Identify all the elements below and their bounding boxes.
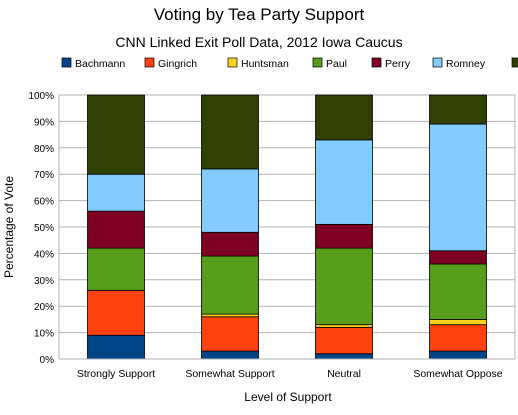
bars bbox=[87, 94, 487, 360]
bar-perry-neutral bbox=[315, 223, 373, 249]
legend-label-bachmann: Bachmann bbox=[75, 58, 125, 70]
bar-bachmann-somewhat-support bbox=[201, 350, 259, 360]
bar-perry-somewhat-oppose bbox=[429, 250, 487, 265]
x-axis: Strongly Support Somewhat Support Neutral S… bbox=[59, 358, 515, 380]
legend: BachmannGingrichHuntsmanPaulPerryRomneyS… bbox=[61, 57, 518, 70]
legend-swatch-perry bbox=[371, 57, 382, 68]
chart-subtitle: CNN Linked Exit Poll Data, 2012 Iowa Cau… bbox=[115, 34, 402, 50]
y-tick-label: 90% bbox=[34, 117, 54, 128]
bar-huntsman-somewhat-oppose bbox=[429, 318, 487, 326]
bar-romney-strongly-support bbox=[87, 173, 145, 212]
x-tick-label: Somewhat Oppose bbox=[413, 368, 502, 380]
bar-santorum-neutral bbox=[315, 94, 373, 141]
bar-gingrich-somewhat-oppose bbox=[429, 324, 487, 352]
legend-label-romney: Romney bbox=[446, 58, 486, 70]
x-tick-label: Strongly Support bbox=[77, 368, 155, 380]
bar-paul-neutral bbox=[315, 247, 373, 326]
x-tick-label: Neutral bbox=[327, 368, 361, 380]
legend-label-paul: Paul bbox=[326, 58, 347, 70]
y-tick-label: 40% bbox=[34, 249, 54, 260]
bar-bachmann-somewhat-oppose bbox=[429, 350, 487, 360]
y-tick-label: 10% bbox=[34, 329, 54, 340]
bar-perry-somewhat-support bbox=[201, 231, 259, 257]
chart-title: Voting by Tea Party Support bbox=[154, 5, 365, 24]
y-tick-label: 0% bbox=[40, 355, 55, 366]
bar-romney-neutral bbox=[315, 139, 373, 225]
y-tick-label: 100% bbox=[28, 91, 54, 102]
legend-swatch-santorum bbox=[511, 57, 518, 68]
bar-santorum-strongly-support bbox=[87, 94, 145, 175]
x-tick-label: Somewhat Support bbox=[185, 368, 274, 380]
legend-label-huntsman: Huntsman bbox=[241, 58, 289, 70]
legend-swatch-paul bbox=[312, 57, 323, 68]
bar-romney-somewhat-support bbox=[201, 168, 259, 233]
legend-label-gingrich: Gingrich bbox=[158, 58, 197, 70]
bar-paul-somewhat-oppose bbox=[429, 263, 487, 320]
y-tick-label: 60% bbox=[34, 197, 54, 208]
bar-gingrich-somewhat-support bbox=[201, 316, 259, 352]
y-tick-label: 30% bbox=[34, 276, 54, 287]
y-tick-label: 50% bbox=[34, 223, 54, 234]
bar-perry-strongly-support bbox=[87, 210, 145, 249]
bar-gingrich-neutral bbox=[315, 326, 373, 355]
y-axis: 0% 10% 20% 30% 40% 50% 60% 70% 80% 90% 100% bbox=[28, 91, 516, 366]
y-axis-label: Percentage of Vote bbox=[2, 176, 16, 278]
bar-santorum-somewhat-support bbox=[201, 94, 259, 170]
bar-romney-somewhat-oppose bbox=[429, 123, 487, 252]
legend-swatch-romney bbox=[432, 57, 443, 68]
bar-santorum-somewhat-oppose bbox=[429, 94, 487, 125]
legend-label-perry: Perry bbox=[385, 58, 411, 70]
y-tick-label: 70% bbox=[34, 170, 54, 181]
bar-paul-strongly-support bbox=[87, 247, 145, 291]
legend-swatch-bachmann bbox=[61, 57, 72, 68]
legend-swatch-gingrich bbox=[144, 57, 155, 68]
y-tick-label: 20% bbox=[34, 302, 54, 313]
bar-bachmann-neutral bbox=[315, 353, 373, 360]
bar-gingrich-strongly-support bbox=[87, 289, 145, 336]
bar-paul-somewhat-support bbox=[201, 255, 259, 315]
bar-bachmann-strongly-support bbox=[87, 334, 145, 360]
y-tick-label: 80% bbox=[34, 144, 54, 155]
x-axis-label: Level of Support bbox=[244, 390, 332, 404]
legend-swatch-huntsman bbox=[227, 57, 238, 68]
